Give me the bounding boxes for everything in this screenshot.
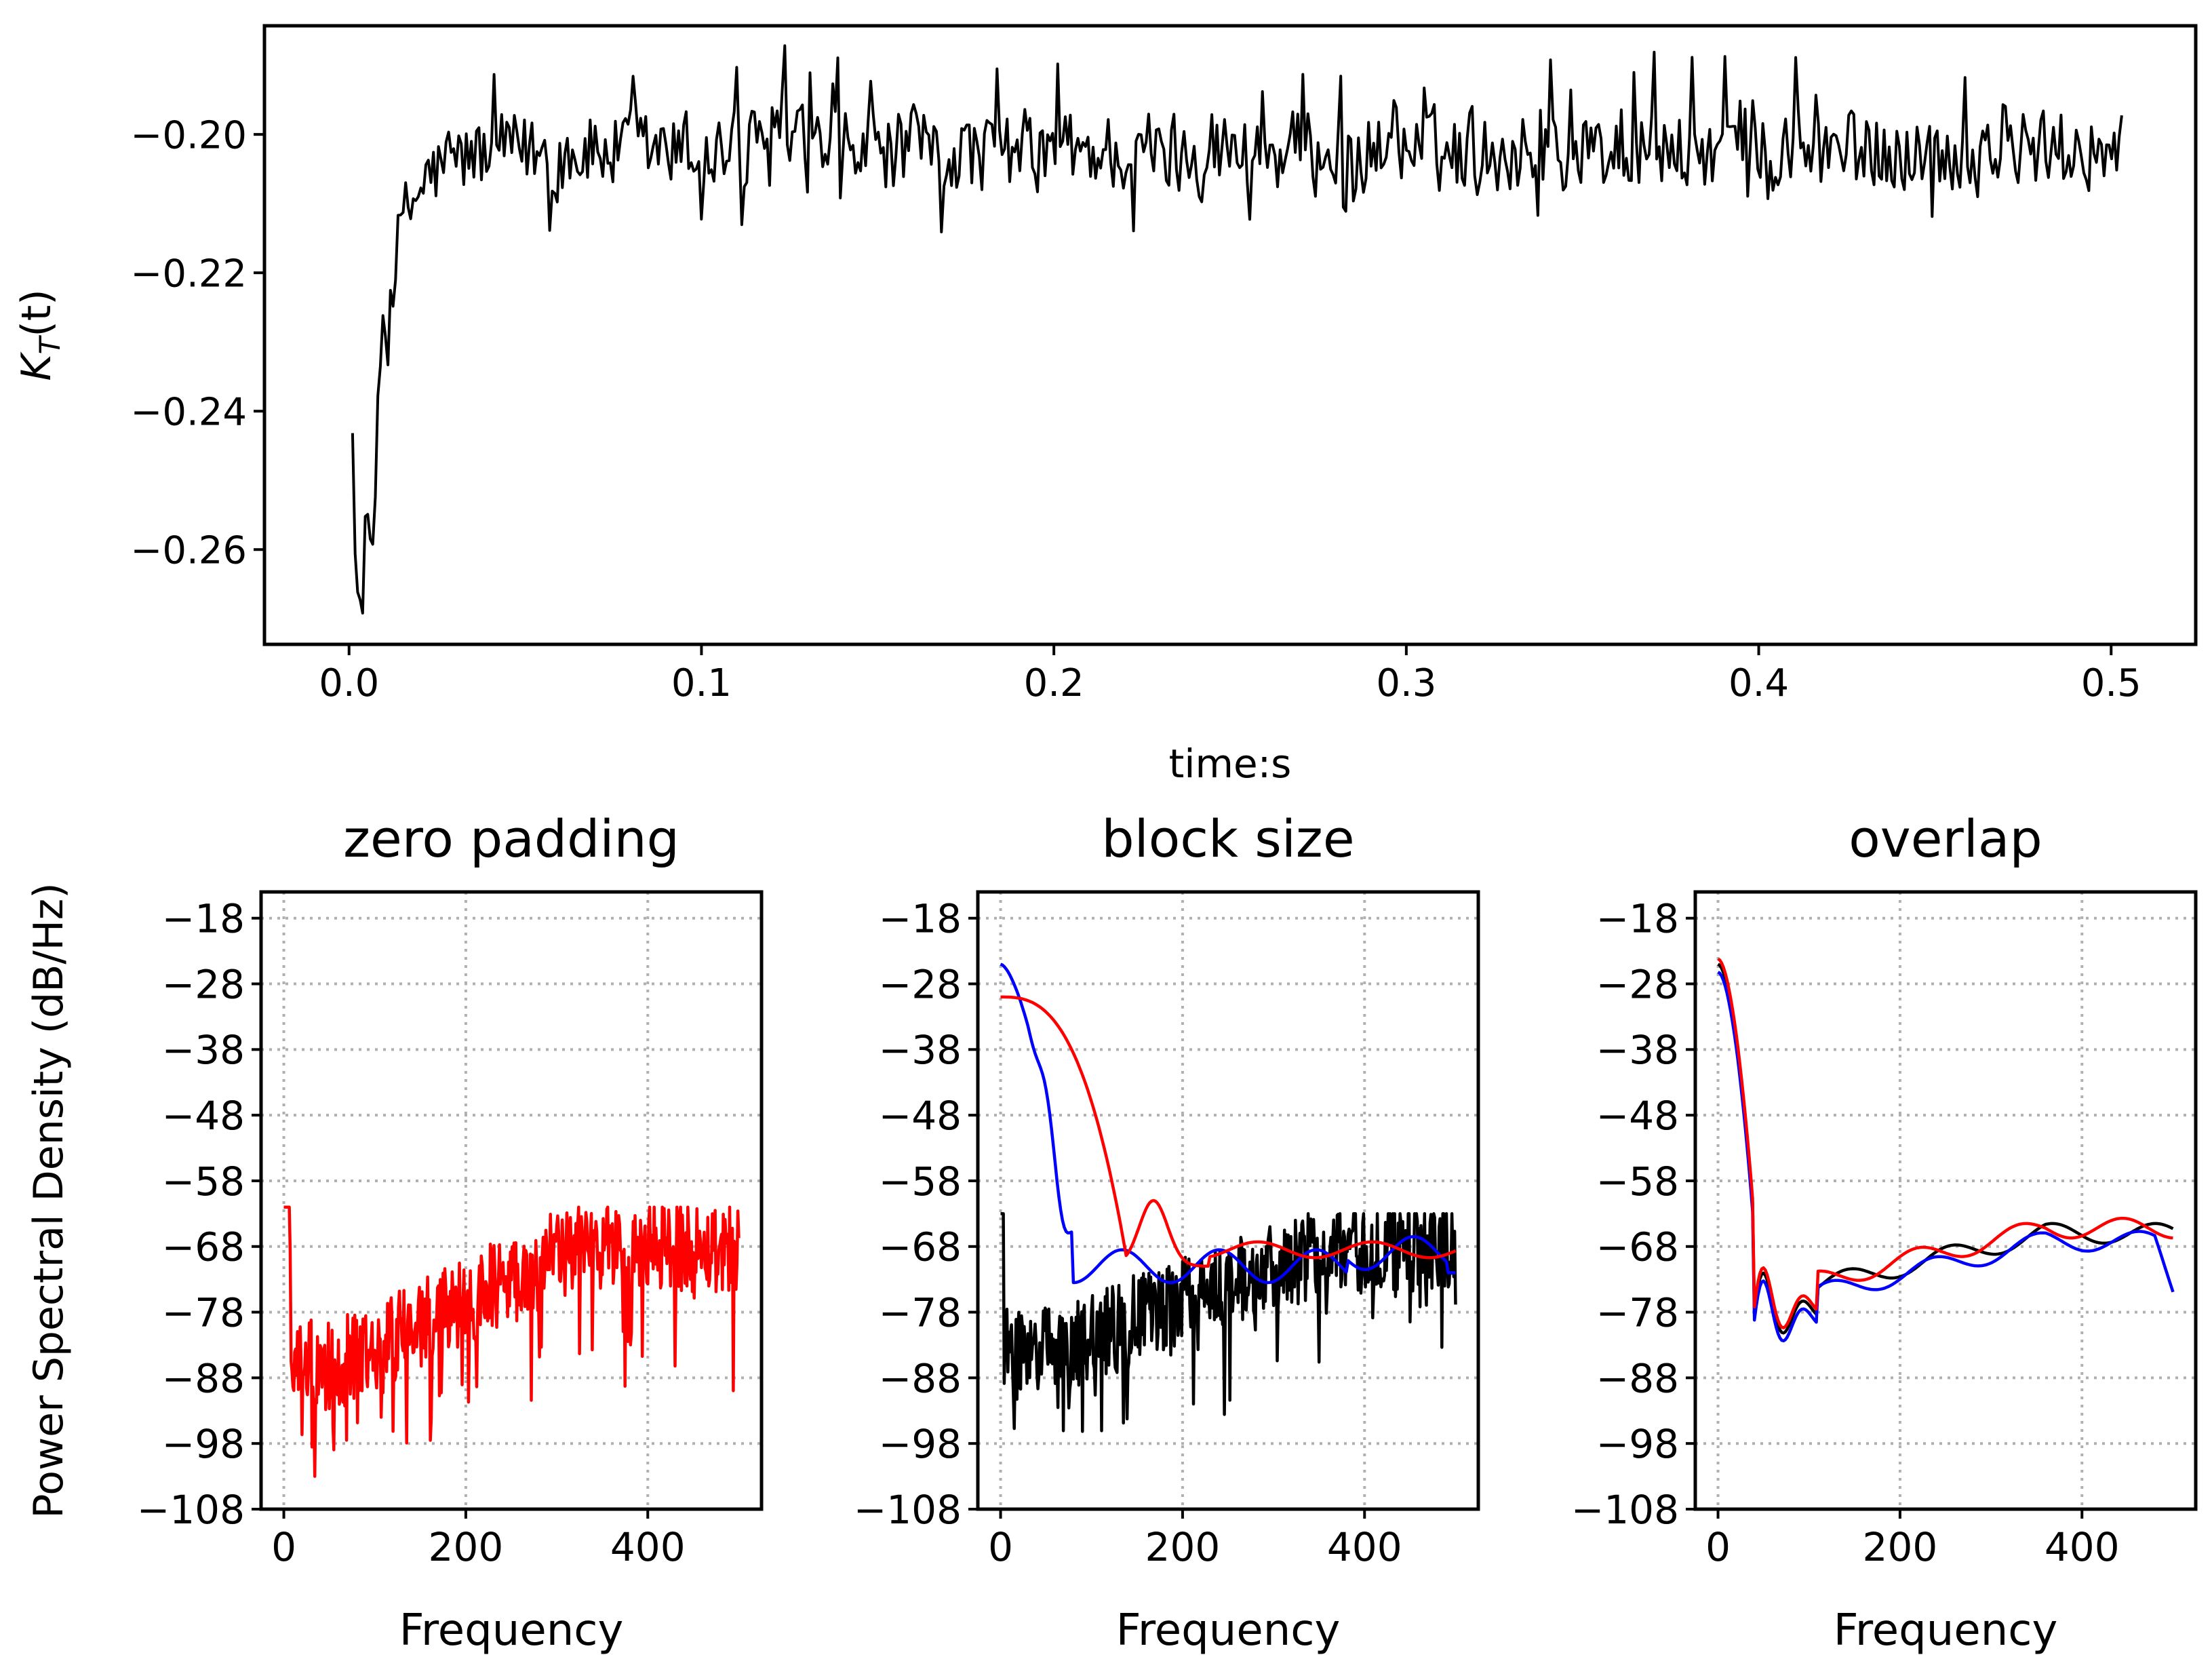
y-tick-label: −108: [137, 1487, 245, 1533]
psd-overlap-frame: [1693, 890, 2198, 1511]
y-tick-label: −98: [1596, 1421, 1679, 1467]
y-tick-label: −108: [854, 1487, 962, 1533]
x-tick-label: 0: [988, 1524, 1013, 1570]
y-tick-label: −48: [1596, 1093, 1679, 1139]
time-series-ylabel-paren: (t): [13, 289, 60, 336]
y-tick-label: −38: [1596, 1027, 1679, 1073]
time-series-ylabel: KT(t): [13, 289, 66, 381]
series-line-overlap-A: [1717, 962, 2174, 1335]
psd-overlap-lines: [1717, 957, 2175, 1343]
psd-zero-padding-xlabel: Frequency: [399, 1605, 624, 1656]
x-tick-label: 0: [271, 1524, 296, 1570]
y-tick-label: −28: [879, 961, 962, 1007]
psd-overlap-xlabel: Frequency: [1834, 1605, 2058, 1656]
series-line-overlap-B: [1717, 971, 2175, 1343]
x-tick-label: 200: [1145, 1524, 1221, 1570]
y-tick-label: −0.24: [130, 390, 247, 434]
y-tick-label: −58: [1596, 1158, 1679, 1205]
psd-zero-padding-lines: [283, 1205, 740, 1478]
psd-block-size-frame: [976, 890, 1480, 1511]
y-tick-label: −0.22: [130, 252, 247, 296]
x-tick-label: 0: [1705, 1524, 1731, 1570]
x-tick-label: 400: [2045, 1524, 2120, 1570]
x-tick-label: 0.0: [319, 661, 379, 705]
time-series-lines: [351, 44, 2123, 615]
time-series-ticks: 0.0 0.1 0.2 0.3 0.4 0.5 −0.26 −0.24 −0.22 −0.20: [130, 113, 2141, 705]
psd-overlap-ticks: 0 200 400 −18 −28 −38 −48 −58 −68 −78 −88 −98 −108: [1571, 896, 2120, 1570]
y-tick-label: −68: [879, 1224, 962, 1270]
time-series-frame: [262, 24, 2198, 646]
y-tick-label: −28: [1596, 961, 1679, 1007]
y-tick-label: −18: [162, 896, 245, 942]
y-tick-label: −58: [879, 1158, 962, 1205]
y-tick-label: −88: [1596, 1355, 1679, 1401]
series-line-large-block: [1000, 1212, 1457, 1433]
time-series-axes: 0.0 0.1 0.2 0.3 0.4 0.5 −0.26 −0.24 −0.22 −0.20 t…: [13, 24, 2198, 787]
y-tick-label: −28: [162, 961, 245, 1007]
y-tick-label: −88: [879, 1355, 962, 1401]
y-tick-label: −18: [879, 896, 962, 942]
series-line-small-block: [1000, 995, 1457, 1268]
y-tick-label: −48: [162, 1093, 245, 1139]
x-tick-label: 0.3: [1376, 661, 1436, 705]
psd-block-size-lines: [1000, 962, 1457, 1433]
y-tick-label: −0.26: [130, 528, 247, 572]
x-tick-label: 200: [1863, 1524, 1938, 1570]
series-line-zero-padded: [283, 1205, 740, 1478]
time-series-xlabel: time:s: [1169, 741, 1292, 787]
y-tick-label: −78: [1596, 1289, 1679, 1336]
time-series-ylabel-sub: T: [33, 334, 66, 354]
y-tick-label: −68: [1596, 1224, 1679, 1270]
y-tick-label: −78: [879, 1289, 962, 1336]
x-tick-label: 200: [429, 1524, 504, 1570]
psd-overlap-axes: 0 200 400 −18 −28 −38 −48 −58 −68 −78 −88 −98 −108 o…: [1571, 808, 2198, 1656]
series-line-KTt: [351, 44, 2123, 615]
y-tick-label: −88: [162, 1355, 245, 1401]
psd-zero-padding-title: zero padding: [343, 808, 679, 869]
y-tick-label: −98: [162, 1421, 245, 1467]
x-tick-label: 0.1: [671, 661, 732, 705]
y-tick-label: −108: [1571, 1487, 1679, 1533]
x-tick-label: 0.4: [1729, 661, 1789, 705]
psd-block-size-xlabel: Frequency: [1116, 1605, 1341, 1656]
psd-overlap-title: overlap: [1849, 808, 2042, 869]
series-line-medium-block: [1000, 962, 1456, 1285]
y-tick-label: −38: [162, 1027, 245, 1073]
x-tick-label: 400: [1327, 1524, 1402, 1570]
series-line-overlap-C: [1717, 957, 2173, 1329]
psd-block-size-axes: 0 200 400 −18 −28 −38 −48 −58 −68 −78 −88 −98 −108 b…: [854, 808, 1480, 1656]
psd-zero-padding-axes: 0 200 400 −18 −28 −38 −48 −58 −68 −78 −88 −98 −108 z…: [25, 808, 764, 1656]
psd-block-size-grid: [978, 892, 1478, 1511]
y-tick-label: −18: [1596, 896, 1679, 942]
psd-block-size-title: block size: [1101, 808, 1354, 869]
y-tick-label: −98: [879, 1421, 962, 1467]
x-tick-label: 400: [610, 1524, 686, 1570]
psd-block-size-ticks: 0 200 400 −18 −28 −38 −48 −58 −68 −78 −88 −98 −108: [854, 896, 1402, 1570]
psd-ylabel: Power Spectral Density (dB/Hz): [25, 882, 73, 1518]
y-tick-label: −48: [879, 1093, 962, 1139]
y-tick-label: −38: [879, 1027, 962, 1073]
time-series-ylabel-main: K: [13, 351, 60, 381]
y-tick-label: −68: [162, 1224, 245, 1270]
y-tick-label: −78: [162, 1289, 245, 1336]
x-tick-label: 0.2: [1024, 661, 1084, 705]
psd-zero-padding-ticks: 0 200 400 −18 −28 −38 −48 −58 −68 −78 −88 −98 −108: [137, 896, 686, 1570]
x-tick-label: 0.5: [2081, 661, 2141, 705]
psd-zero-padding-frame: [259, 890, 764, 1511]
y-tick-label: −0.20: [130, 113, 247, 157]
y-tick-label: −58: [162, 1158, 245, 1205]
